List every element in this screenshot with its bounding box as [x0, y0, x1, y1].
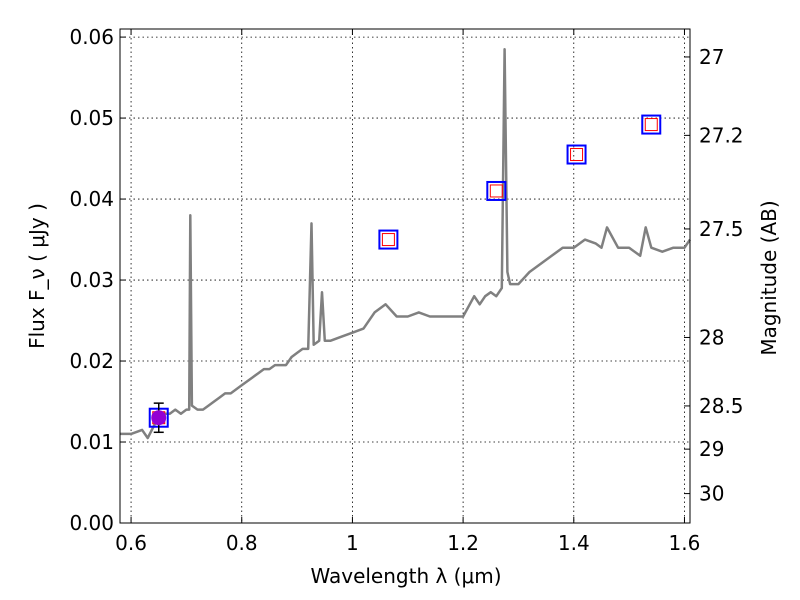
model-box [378, 229, 399, 250]
ticks [120, 29, 690, 524]
observed-points [151, 402, 167, 434]
model-box [486, 180, 507, 201]
y2-axis-label: Magnitude (AB) [757, 200, 781, 355]
y2-tick-label: 27.5 [699, 217, 744, 241]
x-tick-label: 1 [346, 531, 359, 555]
x-tick-label: 0.8 [226, 531, 258, 555]
y-tick-label: 0.00 [69, 511, 114, 535]
y-tick-label: 0.05 [69, 106, 114, 130]
model-box [641, 114, 662, 135]
y2-tick-label: 27.2 [699, 123, 744, 147]
y2-tick-label: 27 [699, 45, 724, 69]
model-box-inner [489, 184, 503, 198]
y2-tick-label: 30 [699, 482, 724, 506]
y-tick-label: 0.04 [69, 187, 114, 211]
spectrum-layer [120, 47, 692, 440]
x-axis-label: Wavelength λ (μm) [310, 564, 501, 588]
x-tick-label: 1.4 [558, 531, 590, 555]
y-tick-label: 0.03 [69, 268, 114, 292]
model-box [566, 144, 587, 165]
y2-tick-label: 28 [699, 325, 724, 349]
y-axis-label: Flux F_ν ( μJy ) [25, 203, 49, 349]
grid [120, 29, 690, 524]
model-box-inner [381, 233, 395, 247]
y2-tick-label: 28.5 [699, 394, 744, 418]
x-tick-label: 1.2 [447, 531, 479, 555]
spectrum-line [120, 47, 692, 440]
y-tick-labels: 0.00 0.01 0.02 0.03 0.04 0.05 0.06 [69, 25, 114, 535]
model-box-inner [644, 118, 658, 132]
x-tick-label: 1.6 [669, 531, 701, 555]
model-points [148, 114, 662, 428]
y-tick-label: 0.06 [69, 25, 114, 49]
y-tick-label: 0.02 [69, 349, 114, 373]
model-box-inner [570, 148, 584, 162]
y2-tick-labels: 27 27.2 27.5 28 28.5 29 30 [699, 45, 744, 506]
plot-frame [119, 28, 691, 524]
observed-point [151, 410, 167, 426]
y-tick-label: 0.01 [69, 430, 114, 454]
x-tick-label: 0.6 [115, 531, 147, 555]
x-tick-labels: 0.6 0.8 1 1.2 1.4 1.6 [115, 531, 700, 555]
y2-tick-label: 29 [699, 437, 724, 461]
